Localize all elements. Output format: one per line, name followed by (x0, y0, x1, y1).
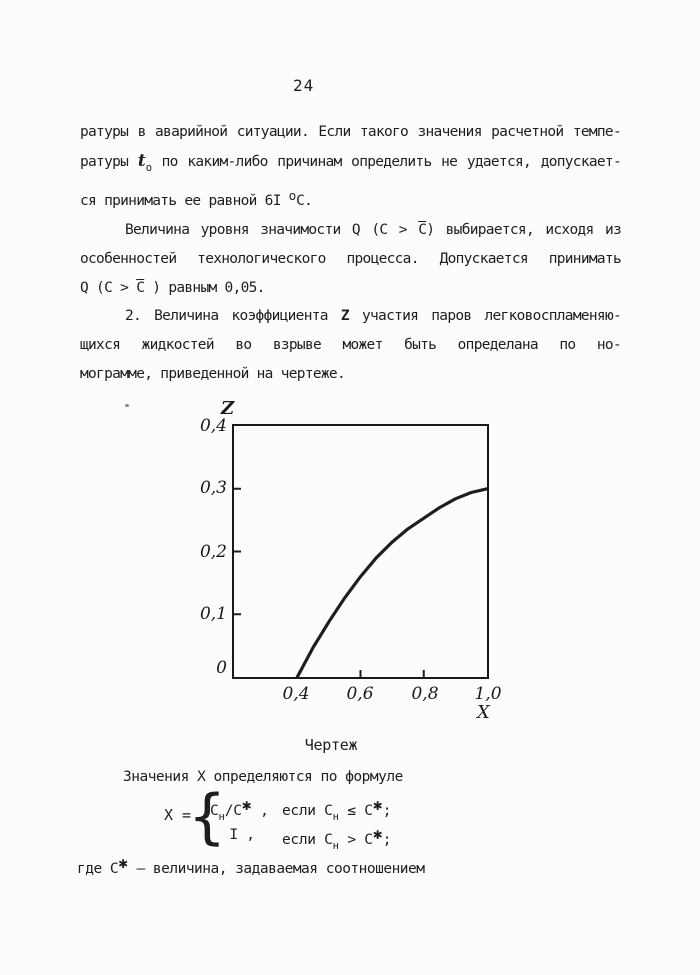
text-line: ратуры tо по каким-либо причинам определ… (80, 147, 622, 183)
formula-lhs: X = (164, 806, 192, 824)
text-segment: ; (382, 803, 392, 819)
text-segment: С (418, 222, 427, 239)
text-segment: где С (77, 861, 119, 877)
formula-brace: { (188, 782, 227, 852)
figure-caption: Чертеж (304, 736, 358, 754)
text-line: Q (С > С ) равным 0,05. (80, 274, 621, 303)
text-segment: > С (338, 832, 373, 848)
text-segment: ≤ С (338, 803, 373, 819)
text-segment: ) выбирается, исходя из (426, 222, 622, 239)
formula-cases: Сн/С✱ , если Сн ≤ С✱; I , если Сн > С✱; (210, 792, 392, 852)
text-segment: ) равным 0,05. (144, 279, 265, 296)
text-segment: 2. Величина коэффициента (125, 308, 341, 325)
text-line: ратуры в аварийной ситуации. Если такого… (80, 118, 622, 147)
text-line: особенностей технологического процесса. … (80, 245, 622, 274)
scan-speck (125, 404, 129, 407)
x-tick-label: 0,6 (346, 684, 374, 704)
page-number: 24 (293, 76, 315, 95)
text-segment: ; (382, 832, 392, 848)
body-text: ратуры в аварийной ситуации. Если такого… (80, 118, 622, 389)
text-segment: – величина, задаваемая соотношением (128, 861, 425, 877)
text-segment: , (251, 803, 269, 819)
text-segment: н (332, 840, 339, 852)
y-tick-label: 0,3 (199, 478, 227, 498)
y-tick-label: 0,2 (199, 542, 227, 562)
text-segment: если С (282, 832, 333, 848)
formula-case-row: Сн/С✱ , если Сн ≤ С✱; (210, 792, 392, 823)
y-axis-label: Z (221, 398, 235, 419)
case-value: Сн/С✱ , (210, 792, 274, 823)
text-segment: t (137, 150, 146, 171)
x-tick-label: 0,4 (282, 684, 310, 704)
x-tick-label: 1,0 (474, 684, 502, 704)
y-tick-label: 0 (216, 658, 227, 678)
text-segment: Величина уровня значимости Q (С > (125, 222, 419, 239)
nomogram-curve (234, 487, 487, 677)
text-segment: С (210, 803, 219, 819)
y-tick-label: 0,4 (199, 416, 227, 436)
y-tick-label: 0,1 (199, 604, 227, 624)
plot-area (232, 424, 489, 679)
case-condition: если Сн ≤ С✱; (282, 792, 392, 823)
text-segment: ✱ (118, 857, 129, 871)
text-segment: особенностей технологического процесса. … (80, 250, 622, 267)
text-line: щихся жидкостей во взрыве может быть опр… (80, 331, 622, 360)
text-segment: С. (296, 193, 313, 210)
text-segment: Q (С > (80, 279, 137, 296)
formula-where: где С✱ – величина, задаваемая соотношени… (77, 857, 425, 877)
formula-case-row: I , если Сн > С✱; (210, 821, 392, 852)
text-line: ся принимать ее равной 6I оС. (80, 182, 621, 216)
text-segment: участия паров легковоспламеняю- (348, 308, 622, 325)
text-segment: о (145, 161, 153, 174)
text-segment: по каким-либо причинам определить не уда… (152, 153, 622, 170)
formula-intro: Значения X определяются по формуле (123, 769, 403, 785)
text-segment: мограмме, приведенной на чертеже. (80, 365, 346, 382)
text-line: мограмме, приведенной на чертеже. (80, 360, 621, 389)
text-segment: ратуры (80, 153, 138, 170)
text-segment: ✱ (241, 799, 252, 813)
x-tick-label: 0,8 (411, 684, 439, 704)
curve-z-of-x (295, 487, 487, 677)
text-segment: С (136, 279, 145, 296)
text-segment: н (332, 811, 339, 823)
text-segment: /С (224, 803, 242, 819)
text-segment: щихся жидкостей во взрыве может быть опр… (80, 336, 622, 353)
text-segment: о (288, 189, 297, 204)
text-segment: если С (282, 803, 333, 819)
text-segment: ратуры в аварийной ситуации. Если такого… (80, 124, 622, 140)
text-segment: ✱ (372, 799, 383, 813)
text-line: 2. Величина коэффициента Z участия паров… (80, 302, 622, 331)
case-value: I , (210, 821, 274, 850)
text-segment: ся принимать ее равной 6I (80, 193, 289, 210)
text-segment: н (218, 811, 225, 823)
text-segment: ✱ (372, 828, 383, 842)
text-segment: I , (229, 827, 255, 843)
text-line: Величина уровня значимости Q (С > С) выб… (80, 216, 622, 245)
case-condition: если Сн > С✱; (282, 821, 392, 852)
text-segment: Z (340, 308, 350, 325)
x-axis-label: X (477, 702, 490, 723)
